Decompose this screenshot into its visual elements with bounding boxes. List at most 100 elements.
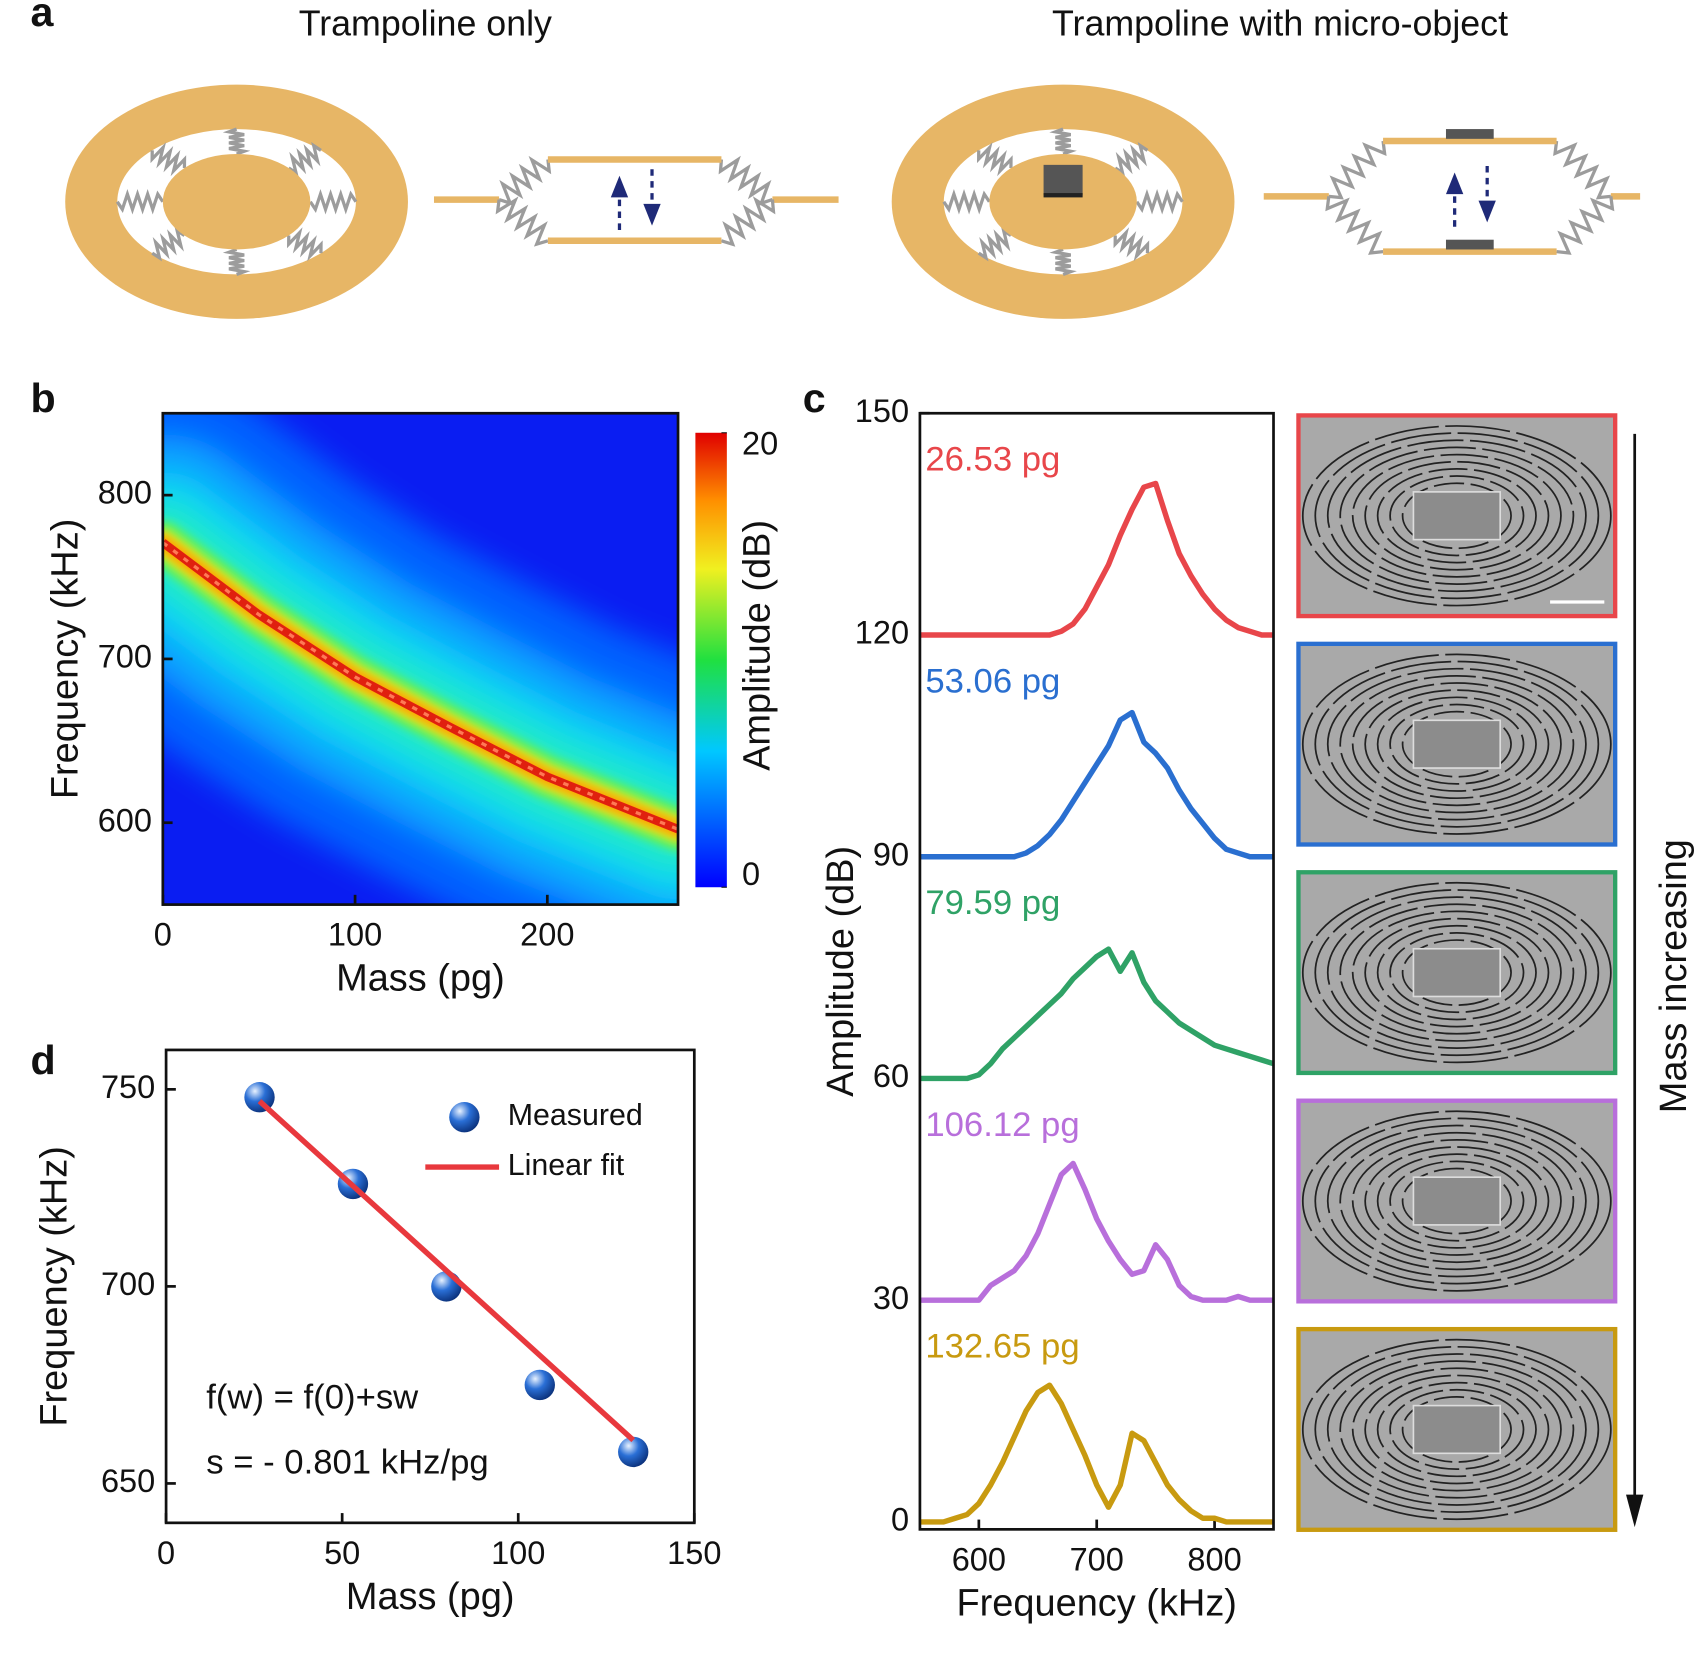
sem-ring bbox=[1364, 460, 1550, 571]
sem-ring bbox=[1364, 1374, 1550, 1485]
sem-image bbox=[1296, 413, 1618, 619]
sem-ring bbox=[1351, 910, 1562, 1035]
sem-ring bbox=[1376, 1381, 1537, 1478]
sem-ring bbox=[1314, 660, 1600, 828]
y-tick-label: 650 bbox=[101, 1463, 155, 1499]
sem-ring bbox=[1389, 1388, 1525, 1471]
sem-frame bbox=[1296, 413, 1618, 619]
sem-ring bbox=[1326, 439, 1587, 593]
sem-ring bbox=[1301, 425, 1612, 607]
spring bbox=[720, 196, 776, 247]
data-point bbox=[524, 1369, 555, 1401]
sem-ring bbox=[1401, 1167, 1512, 1235]
legend-swatch bbox=[449, 1102, 480, 1133]
spring bbox=[308, 189, 358, 215]
sem-ring bbox=[1376, 1153, 1537, 1249]
plot-frame bbox=[918, 411, 1275, 1531]
sem-ring bbox=[1401, 1396, 1512, 1463]
sem-pad bbox=[1412, 491, 1502, 541]
spring bbox=[1049, 247, 1077, 276]
legend-label: Linear fit bbox=[508, 1149, 625, 1182]
spring bbox=[1328, 140, 1387, 200]
plot-frame bbox=[161, 411, 680, 906]
spectrum bbox=[919, 1382, 1274, 1525]
micro-object bbox=[1445, 129, 1494, 139]
spring bbox=[287, 142, 322, 177]
series-label: 53.06 pg bbox=[925, 662, 1060, 700]
y-tick-label: 600 bbox=[98, 802, 152, 838]
heatmap bbox=[162, 413, 679, 905]
sem-ring bbox=[1376, 468, 1537, 564]
sem-ring bbox=[1364, 689, 1550, 800]
y-tick-label: 700 bbox=[101, 1266, 155, 1302]
spring bbox=[287, 227, 323, 262]
series-label: 26.53 pg bbox=[925, 441, 1060, 479]
sem-ring bbox=[1301, 653, 1612, 835]
y-tick-label: 30 bbox=[873, 1280, 909, 1316]
sem-ring bbox=[1326, 896, 1587, 1049]
arrow-head bbox=[1445, 172, 1464, 195]
spring bbox=[222, 127, 251, 156]
sem-ring bbox=[1301, 1110, 1612, 1292]
ridge-texture bbox=[162, 541, 679, 831]
sem-ring bbox=[1389, 1160, 1525, 1242]
x-axis-label: Mass (pg) bbox=[346, 1576, 515, 1618]
trampoline-disk bbox=[162, 154, 311, 250]
sem-ring bbox=[1351, 453, 1562, 578]
sem-pad bbox=[1412, 719, 1502, 769]
x-tick-label: 150 bbox=[667, 1535, 721, 1571]
spectrum bbox=[919, 480, 1274, 638]
sem-pad bbox=[1412, 947, 1502, 998]
y-tick-label: 120 bbox=[855, 615, 909, 651]
trampoline-disk bbox=[989, 154, 1137, 250]
sem-ring bbox=[1301, 1338, 1612, 1521]
arrow-head bbox=[1478, 200, 1496, 223]
diagram-title: Trampoline only bbox=[299, 3, 552, 43]
y-tick-label: 0 bbox=[891, 1502, 909, 1538]
panel-label: b bbox=[31, 375, 56, 421]
sem-ring bbox=[1314, 1117, 1600, 1285]
colorbar-label: Amplitude (dB) bbox=[736, 520, 778, 771]
sem-image bbox=[1296, 1326, 1618, 1532]
micro-object bbox=[1043, 164, 1083, 196]
spring bbox=[1556, 196, 1615, 255]
plot-frame bbox=[164, 1048, 696, 1525]
sem-ring bbox=[1401, 939, 1512, 1007]
sem-ring bbox=[1401, 710, 1512, 778]
spring bbox=[115, 189, 165, 215]
spring bbox=[151, 227, 186, 262]
diagram-title: Trampoline with micro-object bbox=[1052, 3, 1508, 43]
arrow-head bbox=[610, 175, 629, 198]
sem-frame bbox=[1296, 1098, 1618, 1304]
x-tick-label: 700 bbox=[1070, 1541, 1124, 1577]
sem-ring bbox=[1314, 432, 1600, 600]
x-tick-label: 200 bbox=[520, 917, 574, 953]
sem-ring bbox=[1339, 446, 1575, 585]
sem-ring bbox=[1389, 475, 1525, 557]
x-tick-label: 600 bbox=[952, 1541, 1006, 1577]
sem-ring bbox=[1351, 1367, 1562, 1492]
data-point bbox=[431, 1271, 462, 1302]
series-label: 106.12 pg bbox=[925, 1106, 1079, 1144]
spring bbox=[1114, 142, 1149, 177]
sem-ring bbox=[1326, 1124, 1587, 1278]
sem-ring bbox=[1364, 1146, 1550, 1256]
sem-pad bbox=[1412, 1404, 1502, 1455]
panel-label: a bbox=[31, 0, 55, 35]
equation: s = - 0.801 kHz/pg bbox=[206, 1443, 488, 1481]
sem-image bbox=[1296, 870, 1618, 1076]
sem-ring bbox=[1389, 703, 1525, 785]
y-tick-label: 800 bbox=[98, 475, 152, 511]
spring bbox=[977, 227, 1012, 262]
sem-frame bbox=[1296, 1326, 1618, 1532]
x-axis-label: Frequency (kHz) bbox=[956, 1582, 1237, 1624]
micro-object-base bbox=[1043, 193, 1083, 198]
sem-image bbox=[1296, 1098, 1618, 1304]
x-tick-label: 0 bbox=[157, 1535, 175, 1571]
sem-ring bbox=[1339, 1131, 1575, 1271]
spectrum bbox=[919, 1160, 1274, 1303]
sem-image bbox=[1296, 641, 1618, 847]
spring bbox=[942, 189, 991, 215]
x-tick-label: 100 bbox=[491, 1535, 545, 1571]
colorbar bbox=[695, 432, 727, 888]
